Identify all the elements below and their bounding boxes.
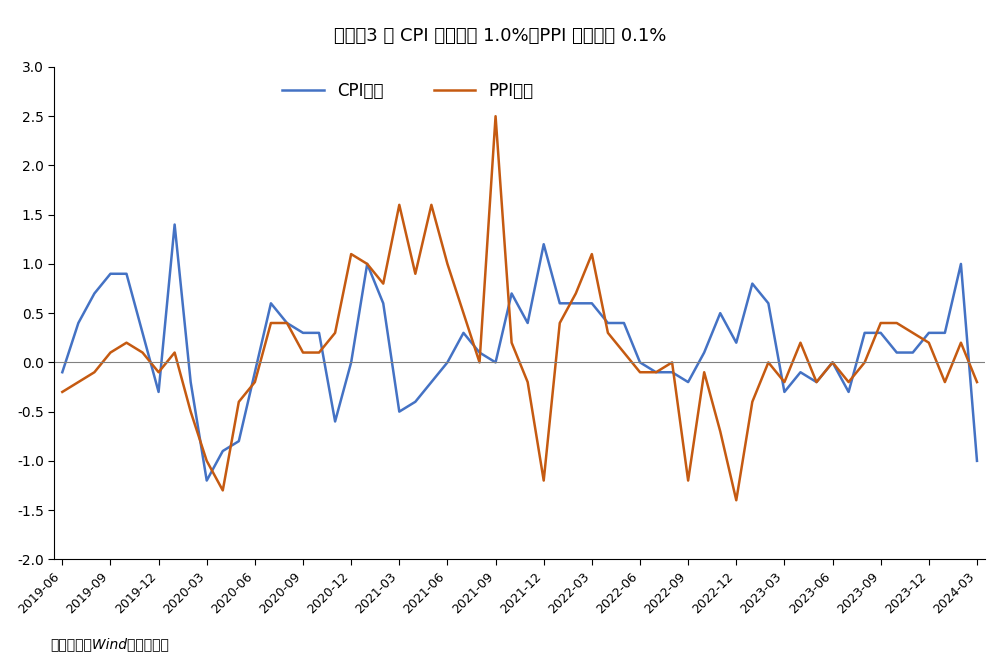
CPI环比	[971, 457, 983, 465]
CPI环比	[762, 299, 774, 307]
CPI环比	[297, 329, 309, 337]
PPI环比	[939, 378, 951, 386]
CPI环比	[313, 329, 325, 337]
PPI环比	[56, 388, 68, 396]
CPI环比	[859, 329, 871, 337]
CPI环比	[169, 220, 181, 228]
CPI环比	[201, 477, 213, 485]
PPI环比	[281, 319, 293, 327]
Line: PPI环比: PPI环比	[62, 116, 977, 500]
PPI环比	[859, 359, 871, 367]
PPI环比	[682, 477, 694, 485]
PPI环比	[730, 496, 742, 504]
CPI环比	[939, 329, 951, 337]
CPI环比	[56, 369, 68, 376]
Legend: CPI环比, PPI环比: CPI环比, PPI环比	[275, 75, 540, 107]
Text: 图表：3 月 CPI 环比下降 1.0%，PPI 环比下降 0.1%: 图表：3 月 CPI 环比下降 1.0%，PPI 环比下降 0.1%	[334, 27, 666, 44]
CPI环比	[698, 349, 710, 357]
Line: CPI环比: CPI环比	[62, 224, 977, 481]
PPI环比	[762, 359, 774, 367]
PPI环比	[490, 112, 502, 120]
Text: 资料来源：Wind，泽平宏观: 资料来源：Wind，泽平宏观	[50, 637, 169, 651]
PPI环比	[265, 319, 277, 327]
PPI环比	[971, 378, 983, 386]
